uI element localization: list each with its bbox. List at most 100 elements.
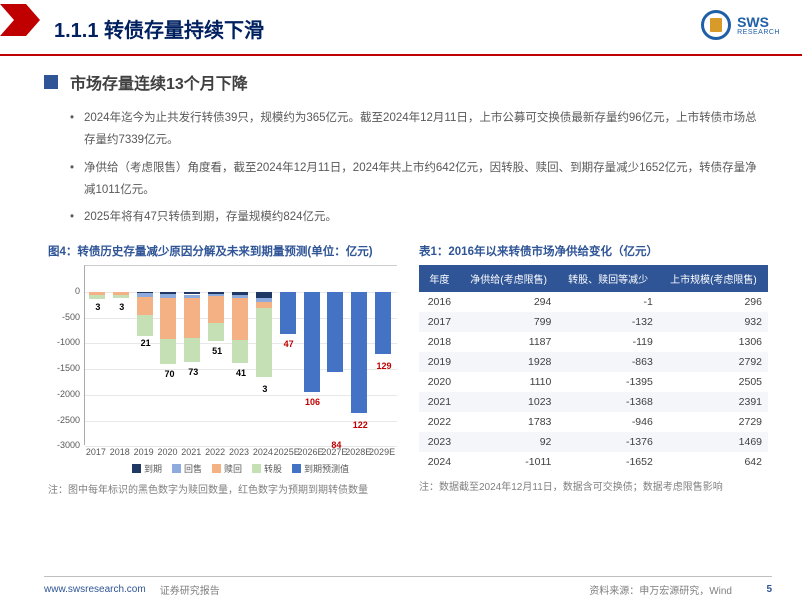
table-cell: 2023 (419, 432, 460, 452)
section-number: 1.1.1 (54, 20, 98, 42)
chevron-icon (0, 0, 46, 40)
bar-group: 129 (375, 266, 391, 446)
bar-segment (160, 298, 176, 339)
table-cell: 799 (460, 312, 558, 332)
table-cell: 2020 (419, 372, 460, 392)
bar-label-red: 47 (274, 339, 304, 349)
table-row: 20181187-1191306 (419, 332, 768, 352)
legend-label: 回售 (184, 462, 202, 475)
table-row: 20211023-13682391 (419, 392, 768, 412)
x-tick-label: 2024 (253, 447, 273, 457)
bar-group: 47 (280, 266, 296, 446)
x-tick-label: 2023 (229, 447, 249, 457)
bar-segment (208, 323, 224, 341)
body-paragraph: 2024年迄今为止共发行转债39只，规模约为365亿元。截至2024年12月11… (84, 108, 768, 152)
table-cell: 2729 (659, 412, 768, 432)
table-cell: -119 (557, 332, 658, 352)
table-cell: -1 (557, 292, 658, 312)
table-cell: -946 (557, 412, 658, 432)
legend-item: 到期预测值 (292, 462, 349, 475)
body-paragraph: 净供给（考虑限售）角度看，截至2024年12月11日，2024年共上市约642亿… (84, 158, 768, 202)
bar-label-black: 73 (178, 367, 208, 377)
y-tick-label: -2500 (57, 415, 80, 425)
footer-url: www.swsresearch.com (44, 584, 146, 595)
table-row: 2017799-132932 (419, 312, 768, 332)
y-tick-label: -3000 (57, 440, 80, 450)
subheading-text: 市场存量连续13个月下降 (70, 70, 248, 94)
table-cell: 2016 (419, 292, 460, 312)
table-note: 注：数据截至2024年12月11日，数据含可交换债；数据考虑限售影响 (419, 480, 768, 495)
bar-segment (208, 296, 224, 323)
table-cell: 92 (460, 432, 558, 452)
figure-title: 图4：转债历史存量减少原因分解及未来到期量预测(单位：亿元) (48, 243, 397, 259)
bar-group: 3 (113, 266, 129, 446)
page-footer: www.swsresearch.com 证券研究报告 资料来源：申万宏源研究，W… (0, 576, 802, 602)
table-cell: -1368 (557, 392, 658, 412)
table-cell: -1011 (460, 452, 558, 472)
subheading: 市场存量连续13个月下降 (44, 70, 768, 94)
y-tick-label: 0 (75, 286, 80, 296)
bar-segment (184, 338, 200, 362)
table-row: 20201110-13952505 (419, 372, 768, 392)
table-cell: 1928 (460, 352, 558, 372)
table-cell: 2017 (419, 312, 460, 332)
legend-label: 转股 (264, 462, 282, 475)
bar-group: 73 (184, 266, 200, 446)
bar-label-red: 129 (369, 361, 399, 371)
table-cell: 1110 (460, 372, 558, 392)
x-tick-label: 2021 (181, 447, 201, 457)
table-cell: 296 (659, 292, 768, 312)
y-tick-label: -500 (62, 312, 80, 322)
table-cell: 2505 (659, 372, 768, 392)
table-cell: 2024 (419, 452, 460, 472)
table-cell: -1652 (557, 452, 658, 472)
bar-group: 51 (208, 266, 224, 446)
table-cell: 1187 (460, 332, 558, 352)
legend-label: 到期预测值 (304, 462, 349, 475)
legend-swatch (212, 464, 221, 473)
x-tick-label: 2029E (369, 447, 395, 457)
bar-group: 70 (160, 266, 176, 446)
table-header-cell: 年度 (419, 265, 460, 292)
footer-source: 资料来源：申万宏源研究，Wind (589, 582, 732, 597)
table-column: 表1：2016年以来转债市场净供给变化（亿元） 年度净供给(考虑限售)转股、赎回… (419, 243, 768, 498)
x-tick-label: 2017 (86, 447, 106, 457)
x-tick-label: 2028E (345, 447, 371, 457)
x-tick-label: 2027E (321, 447, 347, 457)
bar-group: 122 (351, 266, 367, 446)
table-cell: 294 (460, 292, 558, 312)
x-tick-label: 2025E (274, 447, 300, 457)
page-header: 1.1.1 转债存量持续下滑 SWS RESEARCH (0, 0, 802, 56)
legend-label: 赎回 (224, 462, 242, 475)
table-cell: 2021 (419, 392, 460, 412)
x-tick-label: 2022 (205, 447, 225, 457)
bar-segment (351, 292, 367, 413)
table-cell: 2018 (419, 332, 460, 352)
x-tick-label: 2020 (157, 447, 177, 457)
net-supply-table: 年度净供给(考虑限售)转股、赎回等减少上市规模(考虑限售) 2016294-12… (419, 265, 768, 472)
plot-area: 33217073514134710684122129 (84, 265, 397, 445)
x-axis-labels: 201720182019202020212022202320242025E202… (84, 447, 397, 461)
figure-column: 图4：转债历史存量减少原因分解及未来到期量预测(单位：亿元) 0-500-100… (48, 243, 397, 498)
bar-group: 3 (256, 266, 272, 446)
legend-label: 到期 (144, 462, 162, 475)
bar-segment (327, 292, 343, 372)
two-column-layout: 图4：转债历史存量减少原因分解及未来到期量预测(单位：亿元) 0-500-100… (48, 243, 768, 498)
bar-chart: 0-500-1000-1500-2000-2500-3000 332170735… (48, 265, 397, 475)
title-text: 转债存量持续下滑 (104, 20, 264, 42)
square-bullet-icon (44, 75, 58, 89)
body-paragraph: 2025年将有47只转债到期，存量规模约824亿元。 (84, 207, 768, 229)
x-tick-label: 2026E (298, 447, 324, 457)
table-cell: 1783 (460, 412, 558, 432)
legend-swatch (252, 464, 261, 473)
page-number: 5 (766, 584, 772, 595)
legend-swatch (132, 464, 141, 473)
table-cell: 2022 (419, 412, 460, 432)
legend-item: 转股 (252, 462, 282, 475)
bar-segment (232, 298, 248, 340)
logo-text: SWS (737, 15, 780, 29)
bar-group: 41 (232, 266, 248, 446)
bar-segment (137, 297, 153, 315)
figure-note: 注：图中每年标识的黑色数字为赎回数量，红色数字为预期到期转债数量 (48, 483, 397, 498)
table-cell: 642 (659, 452, 768, 472)
